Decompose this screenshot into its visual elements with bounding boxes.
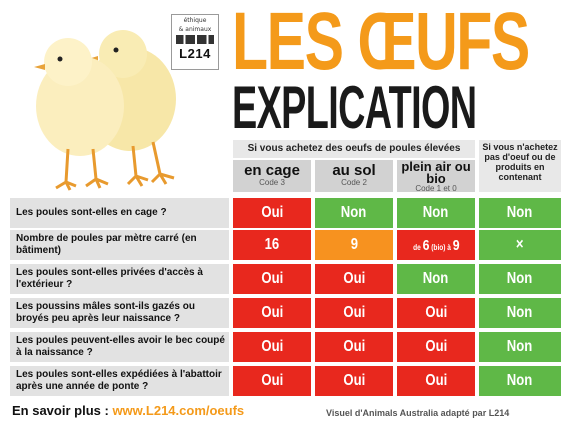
answer-cell: Oui xyxy=(315,264,393,294)
answer-cell: Oui xyxy=(315,366,393,396)
answer-cell: Oui xyxy=(397,366,475,396)
answer-cell: Non xyxy=(479,264,561,294)
answer-text: Non xyxy=(423,270,449,287)
answer-cell: Non xyxy=(397,264,475,294)
answer-text: Oui xyxy=(261,304,283,321)
answer-cell: Oui xyxy=(397,298,475,328)
answer-text: Oui xyxy=(261,372,283,389)
footer-more: En savoir plus : www.L214.com/oeufs xyxy=(12,403,244,418)
row-question: Les poussins mâles sont-ils gazés ou bro… xyxy=(10,298,229,328)
row-question: Nombre de poules par mètre carré (en bât… xyxy=(10,230,229,260)
more-label: En savoir plus : xyxy=(12,403,109,418)
answer-text: Non xyxy=(507,372,533,389)
answer-text: de 6 (bio) à 9 xyxy=(412,236,460,254)
answer-cell: Non xyxy=(479,198,561,228)
logo-line2: & animaux xyxy=(178,26,212,33)
row-question: Les poules peuvent-elles avoir le bec co… xyxy=(10,332,229,362)
answer-text: 9 xyxy=(350,236,358,253)
row-question: Les poules sont-elles expédiées à l'abat… xyxy=(10,366,229,396)
answer-text: Non xyxy=(507,338,533,355)
answer-cell: de 6 (bio) à 9 xyxy=(397,230,475,260)
column-header-plein-air: plein air ou bio Code 1 et 0 xyxy=(397,159,475,193)
answer-text: Non xyxy=(341,204,367,221)
answer-cell: Oui xyxy=(233,298,311,328)
logo-brand: L214 xyxy=(179,46,211,61)
column-name: au sol xyxy=(332,162,376,179)
answer-text: Oui xyxy=(261,204,283,221)
column-header-cage: en cage Code 3 xyxy=(233,160,311,192)
l214-logo: éthique & animaux L214 xyxy=(171,14,219,70)
column-code: Code 3 xyxy=(259,178,285,187)
answer-cell: Non xyxy=(397,198,475,228)
logo-line1: éthique xyxy=(183,17,207,24)
answer-text: Oui xyxy=(343,270,365,287)
column-header-none: Si vous n'achetez pas d'oeuf ou de produ… xyxy=(479,140,561,192)
answer-cell: Non xyxy=(479,298,561,328)
column-code: Code 2 xyxy=(341,178,367,187)
answer-cell: Non xyxy=(479,332,561,362)
answer-cell: 16 xyxy=(233,230,311,260)
row-question: Les poules sont-elles en cage ? xyxy=(10,198,229,228)
answer-text: Oui xyxy=(425,338,447,355)
answer-cell: Oui xyxy=(315,332,393,362)
row-question: Les poules sont-elles privées d'accès à … xyxy=(10,264,229,294)
answer-text: Oui xyxy=(261,338,283,355)
answer-text: Oui xyxy=(425,372,447,389)
answer-cell: Non xyxy=(479,366,561,396)
answer-text: Non xyxy=(423,204,449,221)
answer-text: Non xyxy=(507,204,533,221)
credit-text: Visuel d'Animals Australia adapté par L2… xyxy=(326,408,510,418)
more-link[interactable]: www.L214.com/oeufs xyxy=(112,403,245,418)
group-header: Si vous achetez des oeufs de poules élev… xyxy=(233,140,475,158)
answer-text: Non xyxy=(507,270,533,287)
answer-cell: Oui xyxy=(233,264,311,294)
main-title: LES ŒUFS xyxy=(232,0,530,87)
answer-cell: Oui xyxy=(233,366,311,396)
chicks-illustration xyxy=(34,30,176,191)
answer-text: × xyxy=(516,236,524,253)
answer-cell: Oui xyxy=(397,332,475,362)
animal-silhouettes-icon xyxy=(176,35,214,44)
answer-text: Oui xyxy=(343,372,365,389)
subtitle: EXPLICATION xyxy=(232,74,477,141)
answer-cell: Oui xyxy=(233,198,311,228)
answer-cell: Oui xyxy=(315,298,393,328)
answer-cell: Oui xyxy=(233,332,311,362)
column-name: en cage xyxy=(244,162,300,179)
column-name: plein air ou bio xyxy=(401,159,471,186)
answer-text: Oui xyxy=(343,304,365,321)
answer-text: Oui xyxy=(343,338,365,355)
answer-text: Oui xyxy=(261,270,283,287)
column-header-sol: au sol Code 2 xyxy=(315,160,393,192)
answer-cell: Non xyxy=(315,198,393,228)
answer-cell: 9 xyxy=(315,230,393,260)
answer-text: Oui xyxy=(425,304,447,321)
answer-cell: × xyxy=(479,230,561,260)
answer-text: 16 xyxy=(264,236,280,253)
column-code: Code 1 et 0 xyxy=(415,184,457,193)
answer-text: Non xyxy=(507,304,533,321)
